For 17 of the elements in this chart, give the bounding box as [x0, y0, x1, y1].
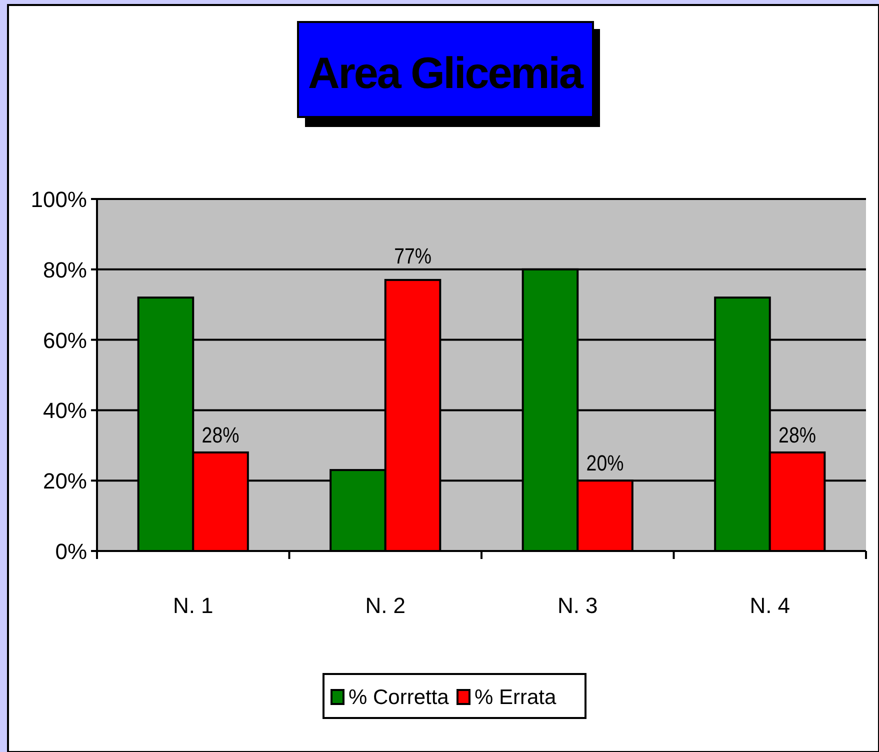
data-label: 20% — [586, 452, 624, 476]
y-tick-label: 0% — [55, 539, 87, 564]
x-tick-label: N. 2 — [365, 593, 406, 618]
data-label: 28% — [202, 424, 240, 448]
y-tick-label: 100% — [30, 187, 87, 212]
legend-label: % Corretta — [348, 686, 450, 709]
chart-title: Area Glicemia — [308, 49, 584, 98]
data-label: 28% — [778, 424, 816, 448]
y-tick-label: 40% — [42, 398, 87, 424]
x-tick-label: N. 3 — [557, 593, 598, 618]
y-tick-label: 60% — [42, 328, 87, 353]
legend-label: % Errata — [474, 686, 557, 709]
y-tick-label: 80% — [42, 257, 87, 282]
data-label: 77% — [394, 245, 432, 269]
x-tick-label: N. 1 — [172, 593, 214, 618]
x-tick-label: N. 4 — [750, 593, 790, 618]
y-tick-label: 20% — [42, 468, 87, 494]
